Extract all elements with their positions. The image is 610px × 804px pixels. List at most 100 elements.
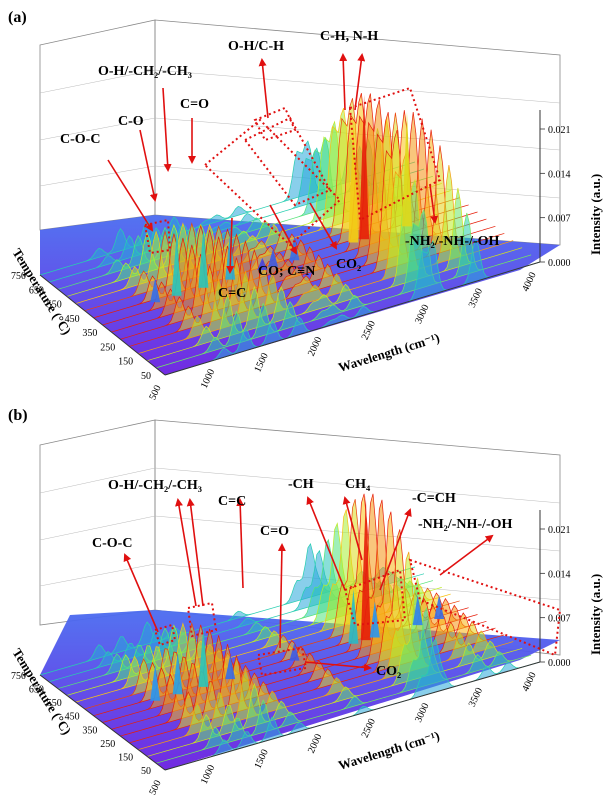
panel-a-label-oh-ch: O-H/C-H — [228, 39, 284, 54]
y-tick-label: 550 — [47, 698, 62, 709]
panel-a-highlight-boxes — [143, 86, 442, 255]
x-tick-label: 4000 — [520, 671, 538, 694]
x-tick-label: 3000 — [413, 303, 431, 326]
panel-b-label-ch: -CH — [288, 477, 314, 492]
surface-slice — [164, 238, 541, 376]
peak-mark — [289, 642, 300, 661]
surface-slice — [155, 208, 532, 369]
panel-b: (b) 500 1000 1500 2000 2500 3000 3500 4000 50 15… — [8, 407, 603, 797]
y-tick-label: 50 — [141, 371, 151, 382]
peak-mark — [268, 248, 279, 267]
peak-mark — [360, 495, 371, 641]
surface-slice — [120, 511, 496, 737]
peak-mark — [412, 595, 423, 626]
x-tick-label: 3500 — [467, 287, 485, 310]
peak-mark — [434, 594, 445, 620]
peak-mark — [348, 589, 359, 644]
panel-a-label-co-cn: CO; C≡N — [258, 264, 315, 279]
y-tick-label: 350 — [82, 328, 97, 339]
panel-b-box-coc — [153, 623, 177, 647]
x-tick-label: 1000 — [199, 763, 217, 786]
peak-mark — [225, 655, 236, 680]
panel-b-label-cc: C=C — [218, 494, 246, 509]
surface-slice — [129, 129, 505, 347]
x-tick-label: 4000 — [520, 271, 538, 294]
panel-b-surface — [39, 493, 541, 771]
panel-b-box-co2 — [256, 646, 308, 677]
surface-slice — [147, 577, 523, 757]
panel-b-label-oh-ch2-ch3: O-H/-CH₂/-CH₃ — [108, 478, 202, 493]
z-tick-label: 0.021 — [548, 125, 571, 136]
panel-b-wave-axis — [164, 661, 541, 771]
z-tick-label: 0.000 — [548, 258, 571, 269]
y-tick-label: 150 — [118, 752, 133, 763]
x-tick-label: 1500 — [252, 351, 270, 374]
y-tick-label: 450 — [65, 314, 80, 325]
panel-a-arrows — [107, 53, 439, 274]
panel-a-box-coc — [143, 218, 172, 255]
x-tick-label: 2000 — [306, 335, 324, 358]
y-tick-label: 50 — [141, 766, 151, 777]
peak-mark — [150, 278, 161, 303]
panel-a-wave-axis — [164, 261, 541, 376]
peak-mark — [401, 112, 412, 227]
y-tick-label: 350 — [82, 725, 97, 736]
surface-slice — [156, 606, 532, 764]
z-tick-label: 0.014 — [548, 169, 571, 180]
y-tick-label: 150 — [118, 357, 133, 368]
x-tick-label: 1000 — [199, 367, 217, 390]
x-tick-label: 3500 — [467, 686, 485, 709]
z-tick-label: 0.007 — [548, 614, 571, 625]
panel-b-label-ch4: CH₄ — [345, 477, 371, 492]
z-tick-label: 0.014 — [548, 569, 571, 580]
z-tick-label: 0.007 — [548, 214, 571, 225]
x-tick-label: 500 — [147, 779, 163, 797]
panel-a-xlabel: Wavelength (cm⁻¹) — [336, 330, 441, 375]
panel-b-label-coc: C-O-C — [92, 536, 132, 551]
panel-b-box-oh — [186, 601, 218, 638]
peak-mark — [359, 94, 370, 240]
panel-b-label-co2: CO₂ — [376, 664, 401, 679]
y-tick-label: 750 — [11, 671, 26, 682]
peak-mark — [369, 601, 380, 638]
panel-a-box-nh — [348, 86, 442, 222]
panel-a: (a) 500 1000 1500 2000 2500 3000 3500 4000 50 15… — [8, 9, 603, 402]
panel-b-highlight-boxes — [153, 558, 562, 677]
peak-mark — [150, 664, 161, 701]
panel-b-z-ticks: 0.000 0.007 0.014 0.021 — [540, 525, 571, 669]
panel-a-label-ch-nh: C-H, N-H — [320, 29, 378, 44]
panel-b-box-nh2 — [408, 558, 562, 657]
y-tick-label: 450 — [65, 712, 80, 723]
surface-slice — [129, 529, 505, 744]
x-tick-label: 3000 — [413, 701, 431, 724]
x-tick-label: 2500 — [360, 717, 378, 740]
panel-a-box-oh — [253, 106, 297, 142]
panel-a-label-nh2: -NH₂/-NH-/-OH — [405, 234, 500, 249]
panel-b-xlabel: Wavelength (cm⁻¹) — [336, 728, 441, 773]
peak-mark — [171, 235, 182, 296]
peak-mark — [172, 652, 183, 695]
y-tick-label: 650 — [29, 285, 44, 296]
panel-a-label-c-o-double: C=O — [180, 97, 209, 112]
peak-mark — [198, 227, 209, 288]
panel-a-box-co-cn — [203, 118, 342, 247]
x-tick-label: 500 — [147, 384, 163, 402]
z-tick-label: 0.021 — [548, 525, 571, 536]
surface-slice — [164, 638, 541, 771]
panel-b-zlabel: Intensity (a.u.) — [588, 574, 603, 655]
panel-b-label-c-o-double: C=O — [260, 524, 289, 539]
y-tick-label: 250 — [100, 739, 115, 750]
surface-slice — [138, 551, 514, 750]
y-tick-label: 250 — [100, 342, 115, 353]
panel-a-temp-axis — [39, 274, 166, 376]
panel-a-label-co: C-O — [118, 114, 144, 129]
panel-a-z-ticks: 0.000 0.007 0.014 0.021 — [540, 125, 571, 269]
panel-a-label: (a) — [8, 9, 27, 26]
peak-mark — [257, 257, 268, 270]
x-tick-label: 2500 — [360, 319, 378, 342]
panel-b-temp-axis — [39, 674, 166, 771]
peak-mark — [348, 122, 359, 243]
